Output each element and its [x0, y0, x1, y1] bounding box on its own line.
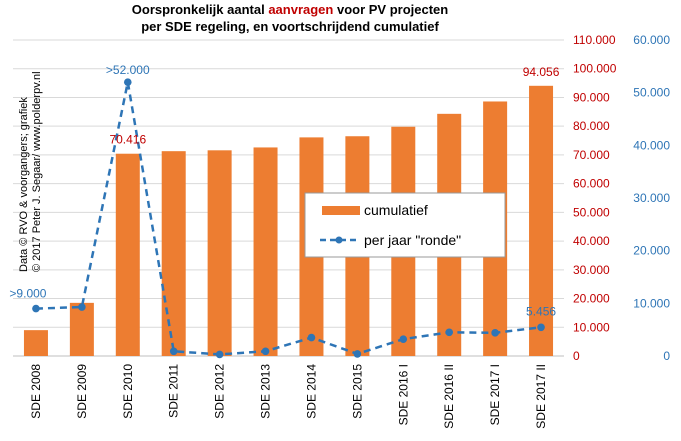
y-axis-right: 0 10.000 20.000 30.000 40.000 50.000 60.000: [633, 33, 670, 363]
y-left-tick-label: 30.000: [573, 263, 610, 277]
x-tick-label: SDE 2012: [213, 364, 227, 419]
point: [399, 335, 408, 343]
y-right-tick-label: 0: [663, 349, 670, 363]
point: [261, 347, 270, 356]
x-tick-label: SDE 2017 II: [534, 364, 548, 429]
legend-label-per-jaar: per jaar "ronde": [364, 232, 461, 248]
point: [445, 328, 454, 337]
x-tick-label: SDE 2011: [167, 364, 181, 418]
point: [169, 347, 178, 356]
credit: Data © RVO & voorgangers; grafiek © 2017…: [18, 71, 43, 272]
y-right-tick-label: 20.000: [633, 244, 670, 258]
legend-marker-per-jaar: [335, 236, 343, 244]
y-left-tick-label: 110.000: [573, 33, 616, 47]
y-left-tick-label: 70.000: [573, 148, 610, 162]
data-label: >9.000: [9, 287, 46, 301]
x-tick-label: SDE 2013: [259, 364, 273, 419]
y-left-tick-label: 60.000: [573, 177, 610, 191]
x-axis: SDE 2008 SDE 2009 SDE 2010 SDE 2011 SDE 2012…: [29, 364, 548, 429]
point: [353, 350, 362, 358]
data-label: >52.000: [106, 63, 150, 77]
y-left-tick-label: 100.000: [573, 62, 617, 76]
bar: [207, 150, 232, 356]
point: [491, 329, 499, 337]
x-tick-label: SDE 2015: [350, 364, 364, 419]
y-left-tick-label: 80.000: [573, 119, 610, 133]
y-left-tick-label: 20.000: [573, 292, 610, 306]
y-axis-left: 0 10.000 20.000 30.000 40.000 50.000 60.000 70.…: [573, 33, 617, 363]
x-tick-label: SDE 2017 I: [488, 364, 502, 425]
x-tick-label: SDE 2016 II: [442, 364, 456, 429]
point: [215, 350, 224, 359]
x-tick-label: SDE 2014: [304, 364, 318, 419]
point: [307, 333, 316, 342]
data-label: 5.456: [526, 304, 556, 318]
legend-box: [304, 192, 506, 258]
bar: [69, 302, 94, 356]
y-left-tick-label: 40.000: [573, 234, 610, 248]
bar: [161, 151, 186, 356]
data-label: 94.056: [523, 65, 560, 79]
chart-title-line2: per SDE regeling, en voortschrijdend cum…: [141, 19, 439, 34]
y-right-tick-label: 40.000: [633, 138, 670, 152]
data-label: 70.416: [109, 133, 146, 147]
x-tick-label: SDE 2016 I: [396, 364, 410, 425]
y-right-tick-label: 30.000: [633, 191, 670, 205]
point: [123, 78, 132, 86]
credit-line1: Data © RVO & voorgangers; grafiek: [18, 97, 30, 272]
y-left-tick-label: 0: [573, 349, 580, 363]
y-right-tick-label: 10.000: [633, 296, 670, 310]
gridlines: [13, 39, 564, 357]
x-tick-label: SDE 2009: [75, 364, 89, 419]
point: [78, 303, 86, 311]
credit-line2: © 2017 Peter J. Segaar/ www.polderpv.nl: [31, 71, 43, 272]
bar: [115, 153, 140, 356]
data-labels: >9.000 >52.000 70.416 94.056 5.456: [9, 63, 559, 318]
series-line: [35, 81, 542, 356]
point: [32, 304, 40, 313]
legend: cumulatief per jaar "ronde": [304, 192, 506, 258]
x-tick-label: SDE 2010: [121, 364, 135, 419]
legend-label-cumulatief: cumulatief: [364, 202, 428, 218]
y-left-tick-label: 90.000: [573, 90, 610, 104]
bar: [253, 147, 278, 356]
line-series-per-jaar: [32, 78, 545, 359]
point: [537, 323, 545, 332]
x-tick-label: SDE 2008: [29, 364, 43, 419]
y-right-tick-label: 60.000: [633, 33, 670, 47]
bar: [529, 85, 554, 356]
chart-title-line1: Oorspronkelijk aantal aanvragen voor PV …: [132, 2, 449, 17]
bar: [23, 330, 48, 356]
y-left-tick-label: 10.000: [573, 320, 610, 334]
y-right-tick-label: 50.000: [633, 86, 670, 100]
legend-swatch-cumulatief: [322, 206, 360, 215]
bar-series-cumulatief: [23, 85, 554, 356]
y-left-tick-label: 50.000: [573, 205, 610, 219]
